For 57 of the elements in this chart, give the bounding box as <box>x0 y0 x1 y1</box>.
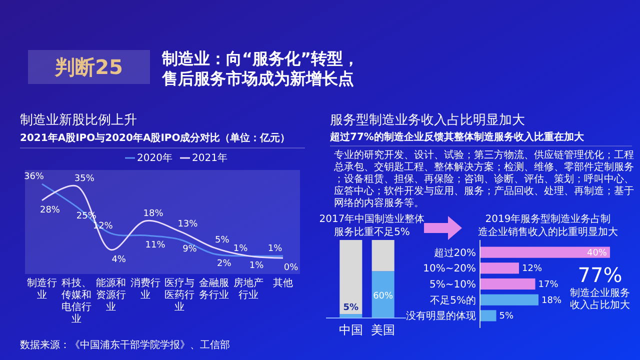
source-note: 数据来源：《中国浦东干部学院学报》、工信部 <box>20 339 230 351</box>
bar <box>480 278 536 290</box>
x-tick-label: 制造行业 <box>27 277 57 301</box>
legend-label: 2020年 <box>137 152 172 164</box>
y-tick-label: 5%~10% <box>430 280 476 290</box>
data-label: 17% <box>538 280 559 290</box>
data-label: 1% <box>249 260 264 271</box>
x-tick-label: 消费行业 <box>130 277 160 301</box>
annotation: 制造企业服务收入占比加大 <box>570 287 630 311</box>
data-label: 2% <box>217 258 232 269</box>
data-label: 13% <box>178 219 198 230</box>
data-label: 11% <box>145 240 166 250</box>
annotation: 77% <box>578 263 622 287</box>
y-tick-label: 10%~20% <box>423 264 476 275</box>
y-tick-label: 不足5%的 <box>430 295 476 306</box>
text: 判断25 <box>54 55 123 79</box>
data-label: 1% <box>233 244 248 254</box>
data-label: 28% <box>40 205 60 216</box>
chart-title: 制造业新股比例上升 <box>20 113 137 128</box>
data-label: 36% <box>24 172 44 182</box>
data-label: 40% <box>586 248 608 258</box>
data-label: 1% <box>268 244 283 254</box>
bar <box>480 262 519 274</box>
chart-title: 2019年服务型制造业务占制造企业销售收入的比重明显加大 <box>478 213 618 238</box>
x-tick-label: 其他 <box>273 277 293 289</box>
x-tick-label: 医疗与医药行业 <box>164 277 195 313</box>
data-label: 12% <box>522 264 542 274</box>
data-label: 18% <box>542 296 562 306</box>
x-tick-label: 金融服务行业 <box>199 277 230 301</box>
data-label: 60% <box>373 292 394 302</box>
bar <box>480 310 496 322</box>
x-tick-label: 房地产行业 <box>234 277 264 301</box>
data-label: 5% <box>499 312 514 322</box>
bar <box>480 294 538 306</box>
text: 售后服务市场成为新增长点 <box>161 69 354 88</box>
y-tick-label: 超过20% <box>434 246 476 259</box>
y-tick-label: 没有明显的体现 <box>406 310 476 322</box>
data-label: 35% <box>74 174 95 184</box>
text: 2017年中国制造业整体 <box>319 213 425 225</box>
text: 服务比重不足5% <box>334 226 410 238</box>
data-label: 18% <box>143 209 164 219</box>
x-tick-label: 科技、传媒和电信行业 <box>61 277 92 325</box>
data-label: 4% <box>112 254 126 265</box>
text: 专业的研究开发、设计、试验；第三方物流、供应链管理优化；工程总承包、交钥匙工程、整体解决方案；检测、维修、零部件定制服务；设备租赁、担保、再保险；咨询、诊断、评估、策划；呼叫中心、应答中心；软件开发与应用、服务；产品回收、处理、再制造；基于网络的内容服务等。 <box>333 149 634 209</box>
x-tick-label: 能源和资源行业 <box>96 277 126 313</box>
chart-subtitle: 2021年A股IPO与2020年A股IPO成分对比（单位：亿元） <box>20 132 290 144</box>
data-label: 5% <box>343 303 359 314</box>
text: 制造业：向“服务化”转型， <box>161 49 360 68</box>
bar <box>480 246 610 258</box>
data-label: 5% <box>215 236 230 246</box>
data-label: 9% <box>182 244 198 254</box>
text: 超过77%的制造企业反馈其整体制造服务收入比重在加大 <box>329 131 585 143</box>
legend-label: 2021年 <box>192 152 228 164</box>
x-tick-label: 美国 <box>371 323 396 337</box>
data-label: 0% <box>284 263 299 273</box>
chart-title: 服务型制造业务收入占比明显加大 <box>330 113 525 128</box>
x-tick-label: 中国 <box>338 323 363 337</box>
